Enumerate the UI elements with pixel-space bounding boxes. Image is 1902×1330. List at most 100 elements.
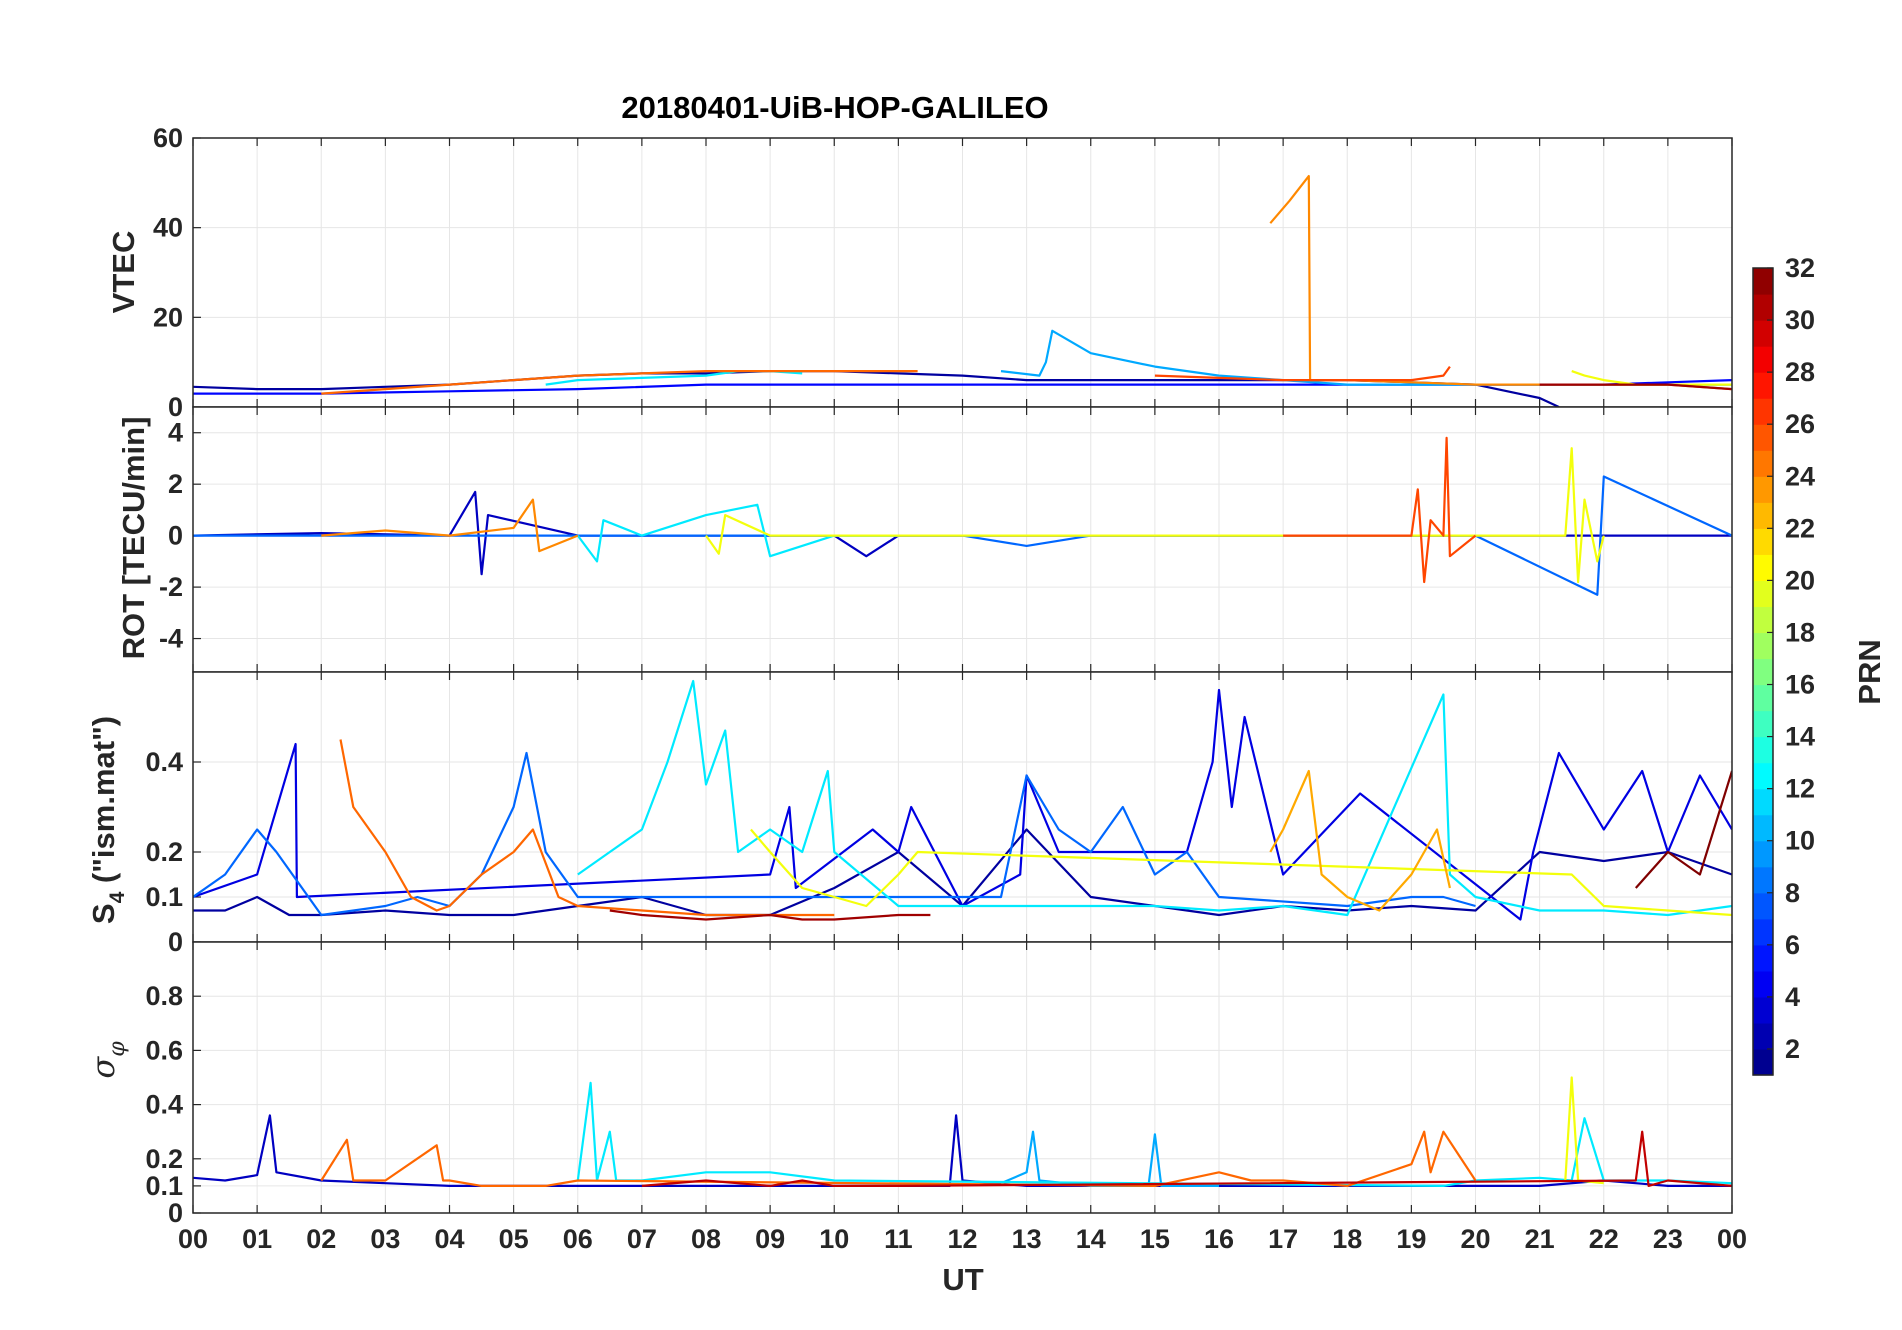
s4-ylabel: S4 ("ism.mat") bbox=[86, 716, 129, 924]
colorbar-segment bbox=[1753, 268, 1773, 295]
colorbar-segment bbox=[1753, 580, 1773, 608]
sigma-axes-box bbox=[192, 941, 1733, 1214]
vtec-ylabel: VTEC bbox=[106, 231, 141, 314]
colorbar-segment bbox=[1753, 372, 1773, 399]
sigma-phi-ylabel: σφ bbox=[84, 1041, 130, 1079]
x-tick-label: 00 bbox=[1717, 1224, 1747, 1254]
rot-panel: -4 -2 0 2 4 bbox=[159, 406, 1733, 673]
colorbar-tick-label: 26 bbox=[1785, 409, 1815, 439]
sigma-ytick-label: 0.6 bbox=[145, 1035, 183, 1065]
colorbar-segment bbox=[1753, 450, 1773, 477]
s4-ylabel-rest: ("ism.mat") bbox=[86, 716, 121, 892]
rot-ytick-label: 0 bbox=[168, 521, 183, 551]
sigma-ylabel-main: σ bbox=[84, 1056, 122, 1079]
s4-ylabel-sub: 4 bbox=[106, 891, 129, 903]
x-tick-label: 23 bbox=[1653, 1224, 1683, 1254]
sigma-ytick-label: 0.8 bbox=[145, 981, 183, 1011]
x-tick-label: 16 bbox=[1204, 1224, 1234, 1254]
s4-series-prn-12 bbox=[577, 679, 1732, 917]
colorbar-tick-label: 10 bbox=[1785, 826, 1815, 856]
colorbar-tick-label: 12 bbox=[1785, 774, 1815, 804]
x-tick-label: 15 bbox=[1140, 1224, 1170, 1254]
s4-ytick-label: 0.4 bbox=[145, 747, 183, 777]
rot-ytick-label: -2 bbox=[159, 572, 183, 602]
colorbar-segment bbox=[1753, 918, 1773, 946]
x-tick-label: 10 bbox=[819, 1224, 849, 1254]
colorbar-tick-label: 8 bbox=[1785, 878, 1800, 908]
colorbar-segment bbox=[1753, 814, 1773, 842]
colorbar-segment bbox=[1753, 710, 1773, 738]
s4-series-prn-32 bbox=[1634, 770, 1732, 889]
colorbar-segment bbox=[1753, 398, 1773, 425]
colorbar-tick-label: 18 bbox=[1785, 617, 1815, 647]
colorbar-tick-label: 14 bbox=[1785, 722, 1815, 752]
x-tick-label: 19 bbox=[1396, 1224, 1426, 1254]
colorbar-tick-label: 4 bbox=[1785, 982, 1800, 1012]
colorbar-segment bbox=[1753, 684, 1773, 712]
colorbar-segment bbox=[1753, 554, 1773, 581]
sigma-series-prn-12 bbox=[576, 1081, 1732, 1188]
colorbar-label: PRN bbox=[1852, 639, 1887, 704]
x-tick-label: 07 bbox=[627, 1224, 657, 1254]
sigma-phi-panel: 00.10.2 0.4 0.6 0.8 bbox=[145, 941, 1733, 1228]
s4-ytick-label: 0.1 bbox=[145, 882, 183, 912]
colorbar-segment bbox=[1753, 736, 1773, 764]
x-tick-label: 06 bbox=[563, 1224, 593, 1254]
s4-ytick-label: 0.2 bbox=[145, 837, 183, 867]
rot-ytick-label: -4 bbox=[159, 624, 183, 654]
colorbar-tick-label: 28 bbox=[1785, 357, 1815, 387]
s4-series-prn-8 bbox=[193, 751, 1476, 917]
colorbar-tick-label: 32 bbox=[1785, 253, 1815, 283]
colorbar-segment bbox=[1753, 866, 1773, 894]
rot-ytick-label: 4 bbox=[168, 418, 183, 448]
colorbar-segment bbox=[1753, 762, 1773, 790]
colorbar-segment bbox=[1753, 606, 1773, 634]
colorbar-segment bbox=[1753, 840, 1773, 868]
x-tick-label: 18 bbox=[1332, 1224, 1362, 1254]
colorbar-segment bbox=[1753, 476, 1773, 503]
colorbar-segment bbox=[1753, 320, 1773, 347]
rot-ytick-label: 2 bbox=[168, 469, 183, 499]
colorbar-tick-label: 24 bbox=[1785, 461, 1815, 491]
vtec-series-prn-31 bbox=[1539, 383, 1732, 391]
x-tick-label: 14 bbox=[1076, 1224, 1106, 1254]
rot-series-prn-20 bbox=[705, 447, 1605, 584]
colorbar-segment bbox=[1753, 970, 1773, 998]
colorbar-segment bbox=[1753, 892, 1773, 920]
x-tick-label: 13 bbox=[1012, 1224, 1042, 1254]
sigma-ytick-label: 0.1 bbox=[145, 1171, 183, 1201]
rot-series-group bbox=[193, 436, 1732, 596]
vtec-series-group bbox=[193, 175, 1732, 407]
x-axis-label: UT bbox=[942, 1262, 983, 1297]
colorbar-tick-label: 30 bbox=[1785, 305, 1815, 335]
s4-ylabel-main: S bbox=[86, 903, 121, 924]
colorbar-tick-label: 6 bbox=[1785, 930, 1800, 960]
x-tick-label: 05 bbox=[499, 1224, 529, 1254]
x-tick-label: 04 bbox=[434, 1224, 464, 1254]
x-tick-label: 01 bbox=[242, 1224, 272, 1254]
colorbar-segment bbox=[1753, 1048, 1773, 1076]
s4-series-prn-31 bbox=[609, 909, 931, 921]
rot-series-prn-24 bbox=[321, 498, 579, 553]
x-tick-label: 02 bbox=[306, 1224, 336, 1254]
s4-series-group bbox=[193, 679, 1732, 921]
rot-series-prn-12 bbox=[576, 503, 899, 563]
colorbar-tick-label: 22 bbox=[1785, 513, 1815, 543]
sigma-series-prn-3 bbox=[193, 1114, 1732, 1188]
x-tick-label: 09 bbox=[755, 1224, 785, 1254]
x-tick-label: 21 bbox=[1525, 1224, 1555, 1254]
sigma-series-prn-30 bbox=[641, 1130, 1732, 1188]
sigma-ylabel-sub: φ bbox=[105, 1041, 130, 1057]
colorbar-tick-label: 20 bbox=[1785, 565, 1815, 595]
sigma-ytick-label: 0.4 bbox=[145, 1090, 183, 1120]
s4-series-prn-25 bbox=[339, 739, 835, 917]
sigma-series-prn-25 bbox=[320, 1130, 1477, 1188]
sigma-series-group bbox=[193, 1076, 1732, 1188]
colorbar-segment bbox=[1753, 528, 1773, 555]
x-tick-label: 20 bbox=[1460, 1224, 1490, 1254]
x-tick-label: 11 bbox=[884, 1224, 913, 1254]
colorbar-segment bbox=[1753, 658, 1773, 686]
s4-series-prn-20 bbox=[750, 828, 1732, 917]
x-tick-label: 12 bbox=[947, 1224, 977, 1254]
